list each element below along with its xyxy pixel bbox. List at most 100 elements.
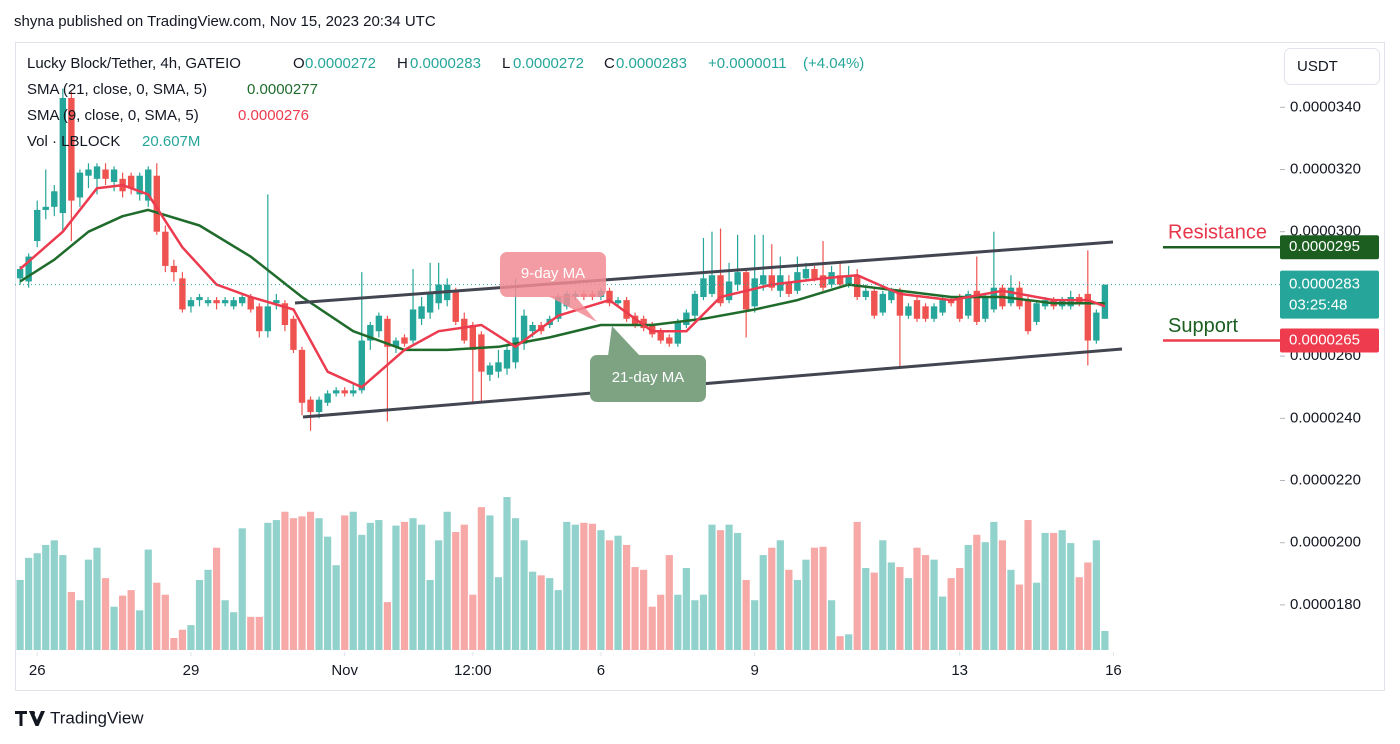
candle-body	[717, 275, 724, 304]
volume-bar	[571, 524, 579, 650]
candle-body	[461, 318, 468, 341]
annotation-text: 9-day MA	[521, 265, 585, 282]
candle-body	[307, 399, 314, 413]
candle-body	[409, 309, 417, 341]
candle-body	[68, 97, 75, 201]
ohlc-value: 0.0000283	[616, 55, 687, 72]
candle-body	[606, 290, 613, 304]
volume-bar	[1024, 520, 1032, 650]
volume-bar	[247, 616, 255, 650]
candle-body	[683, 312, 690, 326]
volume-bar	[503, 497, 511, 650]
volume-bar	[1092, 540, 1100, 650]
candle-body	[623, 300, 630, 319]
x-tick-label: 9	[751, 662, 759, 679]
volume-bar	[674, 594, 682, 650]
candle-body	[127, 175, 135, 189]
volume-bar	[306, 511, 315, 650]
ohlc-label: O	[293, 55, 305, 72]
candle-body	[486, 365, 494, 375]
candle-body	[1024, 300, 1032, 332]
volume-bar	[520, 540, 528, 650]
candle-body	[290, 318, 297, 350]
volume-bar	[887, 562, 895, 650]
candle-body	[145, 169, 152, 201]
candle-body	[478, 334, 485, 372]
currency[interactable]: USDT	[1297, 58, 1338, 75]
y-tick-label: 0.0000340	[1290, 98, 1361, 115]
volume-bar	[443, 511, 451, 650]
volume-bar	[477, 507, 485, 650]
volume-bar	[956, 567, 964, 650]
annotation-box	[500, 252, 606, 297]
indicator-name: SMA (21, close, 0, SMA, 5)	[27, 81, 207, 98]
volume-bar	[622, 544, 631, 650]
y-tick-label: 0.0000320	[1290, 160, 1361, 177]
candle-body	[905, 306, 912, 316]
volume-bar	[845, 634, 853, 650]
currency-box[interactable]	[1284, 48, 1380, 85]
volume-bar	[768, 547, 776, 650]
volume-bar	[366, 522, 374, 650]
annotation-pointer	[548, 296, 597, 322]
volume-bar	[486, 515, 494, 650]
candle-body	[332, 390, 340, 394]
candle-body	[239, 297, 246, 304]
volume-bar	[870, 572, 878, 650]
trend-channel	[294, 240, 1123, 419]
candle-body	[102, 169, 109, 179]
candle-body	[819, 275, 827, 288]
volume-bar	[554, 590, 562, 650]
candle-body	[51, 191, 58, 207]
candle-body	[751, 278, 758, 307]
volume-bar	[417, 524, 426, 650]
candle-body	[341, 390, 348, 394]
volume-bar	[734, 532, 742, 650]
volume-bar	[896, 567, 904, 650]
logo-dot	[31, 711, 35, 715]
candle-body	[358, 340, 365, 391]
moving-average	[19, 208, 1105, 352]
volume-bar	[332, 565, 340, 650]
candle-body	[452, 290, 459, 322]
volume-bar	[221, 600, 229, 650]
annotation-box	[590, 355, 706, 402]
candle-body	[230, 300, 237, 307]
currency-button[interactable]: USDT	[1284, 48, 1380, 85]
brand: TradingView	[50, 708, 144, 727]
volume-bar	[1050, 532, 1058, 650]
candle-body	[170, 265, 178, 273]
volume-bar	[469, 594, 477, 650]
volume-bar	[264, 522, 272, 650]
volume-bar	[101, 578, 110, 650]
volume-bar	[119, 595, 127, 650]
volume-bar	[452, 532, 460, 650]
volume-bar	[691, 600, 699, 650]
change: +0.0000011	[708, 55, 787, 72]
candle-body	[836, 275, 844, 285]
candle-body	[725, 281, 733, 301]
candle-body	[375, 315, 383, 332]
volume-bar	[42, 544, 50, 650]
candle-body	[811, 269, 818, 279]
candle-body	[196, 297, 203, 301]
candle-body	[495, 362, 502, 372]
volume-bar	[426, 579, 434, 650]
volume-bar	[67, 591, 75, 650]
volume-bar	[862, 567, 870, 650]
volume-bar	[315, 518, 323, 650]
x-tick-label: 13	[951, 662, 968, 679]
candle-body	[956, 297, 963, 319]
volume-bar	[921, 555, 930, 650]
price-box	[1280, 270, 1379, 319]
symbol-title: Lucky Block/Tether, 4h, GATEIO	[27, 55, 241, 72]
volume-bar	[588, 523, 597, 650]
candle-body	[42, 206, 49, 210]
candle-body	[700, 278, 707, 298]
volume-bar	[358, 534, 366, 650]
candle-body	[1007, 287, 1015, 304]
volume-bar	[708, 524, 716, 650]
volume-bar	[998, 540, 1007, 650]
volume-bar	[640, 569, 648, 650]
